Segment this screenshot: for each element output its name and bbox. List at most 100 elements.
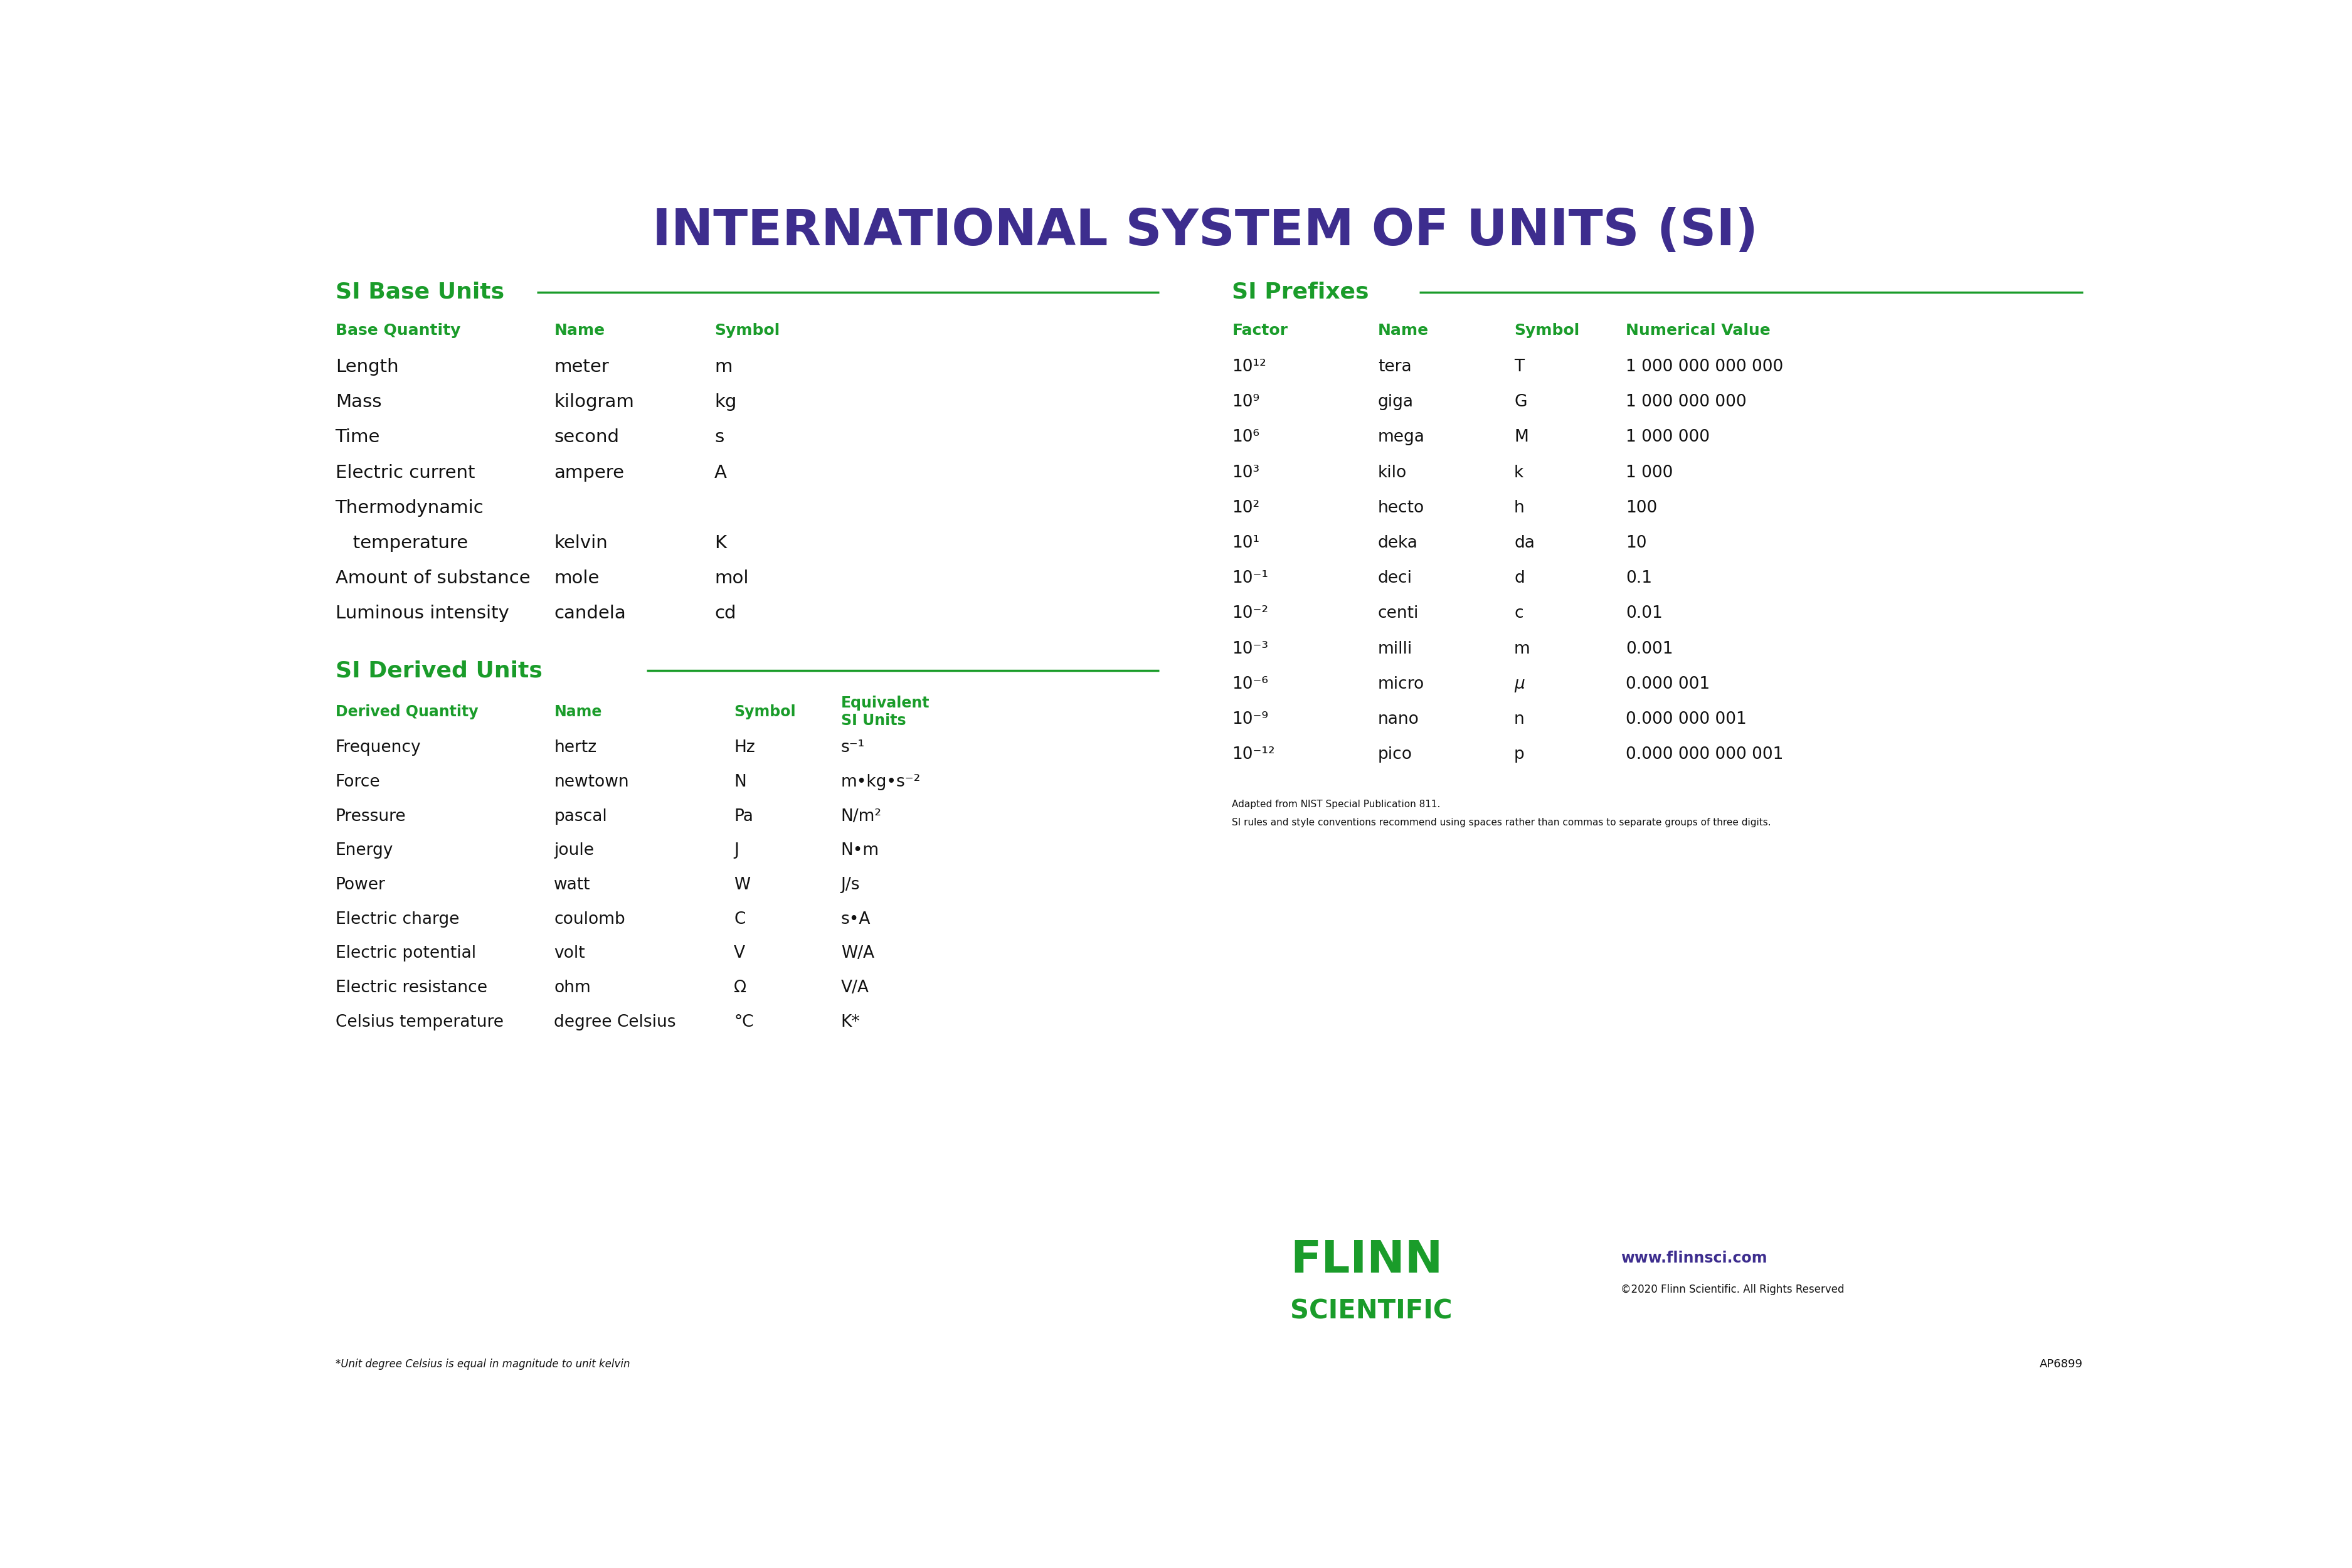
Text: Base Quantity: Base Quantity: [336, 323, 461, 339]
Text: milli: milli: [1378, 641, 1414, 657]
Text: kg: kg: [715, 394, 736, 411]
Text: Luminous intensity: Luminous intensity: [336, 605, 508, 622]
Text: c: c: [1515, 605, 1524, 622]
Text: kilo: kilo: [1378, 464, 1406, 481]
Text: ohm: ohm: [555, 980, 590, 996]
Text: Ω: Ω: [734, 980, 746, 996]
Text: SCIENTIFIC: SCIENTIFIC: [1291, 1298, 1454, 1323]
Text: Numerical Value: Numerical Value: [1625, 323, 1771, 339]
Text: hertz: hertz: [555, 740, 597, 756]
Text: *Unit degree Celsius is equal in magnitude to unit kelvin: *Unit degree Celsius is equal in magnitu…: [336, 1358, 630, 1370]
Text: Power: Power: [336, 877, 386, 894]
Text: 10⁻⁹: 10⁻⁹: [1232, 712, 1268, 728]
Text: temperature: temperature: [336, 535, 468, 552]
Text: candela: candela: [555, 605, 626, 622]
Text: J/s: J/s: [842, 877, 861, 894]
Text: Electric current: Electric current: [336, 464, 475, 481]
Text: 100: 100: [1625, 500, 1658, 516]
Text: cd: cd: [715, 605, 736, 622]
Text: Hz: Hz: [734, 740, 755, 756]
Text: 1 000 000 000 000: 1 000 000 000 000: [1625, 359, 1783, 375]
Text: second: second: [555, 428, 619, 447]
Text: deka: deka: [1378, 535, 1418, 552]
Text: SI Base Units: SI Base Units: [336, 281, 503, 303]
Text: newtown: newtown: [555, 775, 628, 790]
Text: coulomb: coulomb: [555, 911, 626, 928]
Text: n: n: [1515, 712, 1524, 728]
Text: SI rules and style conventions recommend using spaces rather than commas to sepa: SI rules and style conventions recommend…: [1232, 818, 1771, 828]
Text: 0.000 000 001: 0.000 000 001: [1625, 712, 1748, 728]
Text: ©2020 Flinn Scientific. All Rights Reserved: ©2020 Flinn Scientific. All Rights Reser…: [1621, 1284, 1844, 1295]
Text: 10¹: 10¹: [1232, 535, 1261, 552]
Text: 0.000 000 000 001: 0.000 000 000 001: [1625, 746, 1783, 762]
Text: pico: pico: [1378, 746, 1414, 762]
Text: Electric resistance: Electric resistance: [336, 980, 487, 996]
Text: K*: K*: [842, 1014, 861, 1030]
Text: Time: Time: [336, 428, 381, 447]
Text: Pa: Pa: [734, 809, 753, 825]
Text: 0.01: 0.01: [1625, 605, 1663, 622]
Text: ampere: ampere: [555, 464, 623, 481]
Text: Name: Name: [555, 704, 602, 720]
Text: SI Derived Units: SI Derived Units: [336, 660, 543, 681]
Text: V/A: V/A: [842, 980, 868, 996]
Text: m: m: [1515, 641, 1531, 657]
Text: joule: joule: [555, 842, 595, 859]
Text: 0.001: 0.001: [1625, 641, 1672, 657]
Text: μ: μ: [1515, 676, 1524, 693]
Text: meter: meter: [555, 358, 609, 376]
Text: giga: giga: [1378, 394, 1414, 411]
Text: 0.1: 0.1: [1625, 571, 1651, 586]
Text: SI Prefixes: SI Prefixes: [1232, 281, 1369, 303]
Text: Amount of substance: Amount of substance: [336, 569, 529, 586]
Text: Length: Length: [336, 358, 397, 376]
Text: N•m: N•m: [842, 842, 880, 859]
Text: Factor: Factor: [1232, 323, 1289, 339]
Text: 10⁻⁶: 10⁻⁶: [1232, 676, 1268, 693]
Text: N/m²: N/m²: [842, 809, 882, 825]
Text: Force: Force: [336, 775, 381, 790]
Text: Frequency: Frequency: [336, 740, 421, 756]
Text: da: da: [1515, 535, 1536, 552]
Text: 10: 10: [1625, 535, 1646, 552]
Text: Name: Name: [1378, 323, 1430, 339]
Text: mole: mole: [555, 569, 600, 586]
Text: A: A: [715, 464, 727, 481]
Text: volt: volt: [555, 946, 586, 961]
Text: 10⁹: 10⁹: [1232, 394, 1261, 411]
Text: m•kg•s⁻²: m•kg•s⁻²: [842, 775, 920, 790]
Text: 0.000 001: 0.000 001: [1625, 676, 1710, 693]
Text: 10⁻²: 10⁻²: [1232, 605, 1268, 622]
Text: centi: centi: [1378, 605, 1418, 622]
Text: C: C: [734, 911, 746, 928]
Text: pascal: pascal: [555, 809, 607, 825]
Text: Name: Name: [555, 323, 604, 339]
Text: W/A: W/A: [842, 946, 875, 961]
Text: 10¹²: 10¹²: [1232, 359, 1265, 375]
Text: Energy: Energy: [336, 842, 393, 859]
Text: V: V: [734, 946, 746, 961]
Text: INTERNATIONAL SYSTEM OF UNITS (SI): INTERNATIONAL SYSTEM OF UNITS (SI): [652, 207, 1759, 256]
Text: Electric charge: Electric charge: [336, 911, 459, 928]
Text: k: k: [1515, 464, 1524, 481]
Text: 10⁶: 10⁶: [1232, 430, 1261, 445]
Text: Thermodynamic: Thermodynamic: [336, 499, 485, 516]
Text: kilogram: kilogram: [555, 394, 635, 411]
Text: Adapted from NIST Special Publication 811.: Adapted from NIST Special Publication 81…: [1232, 800, 1439, 809]
Text: W: W: [734, 877, 750, 894]
Text: N: N: [734, 775, 746, 790]
Text: AP6899: AP6899: [2039, 1358, 2084, 1370]
Text: p: p: [1515, 746, 1524, 762]
Text: °C: °C: [734, 1014, 753, 1030]
Text: Derived Quantity: Derived Quantity: [336, 704, 477, 720]
Text: 1 000 000: 1 000 000: [1625, 430, 1710, 445]
Text: Symbol: Symbol: [1515, 323, 1581, 339]
Text: www.flinnsci.com: www.flinnsci.com: [1621, 1250, 1766, 1265]
Text: J: J: [734, 842, 739, 859]
Text: hecto: hecto: [1378, 500, 1425, 516]
Text: 10⁻¹²: 10⁻¹²: [1232, 746, 1275, 762]
Text: m: m: [715, 358, 731, 376]
Text: s•A: s•A: [842, 911, 870, 928]
Text: Electric potential: Electric potential: [336, 946, 475, 961]
Text: Pressure: Pressure: [336, 809, 407, 825]
